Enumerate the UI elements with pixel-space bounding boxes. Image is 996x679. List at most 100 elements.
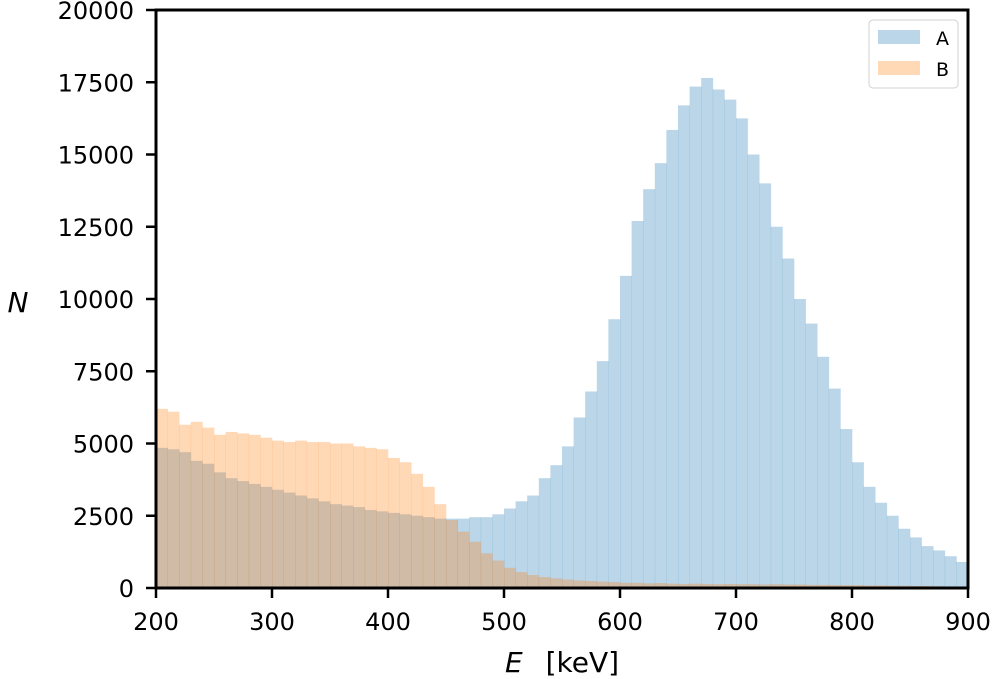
bar-b: [376, 449, 389, 588]
bar-a: [921, 546, 934, 588]
ticks-layer: 200 300 400 500 600 700 800 900 0 2500 5000 7500 100…: [58, 0, 991, 636]
x-tick-label: 400: [365, 608, 411, 636]
bar-b: [469, 541, 482, 588]
y-tick-label: 17500: [58, 69, 134, 97]
bar-a: [701, 77, 714, 589]
bar-a: [886, 515, 899, 588]
bar-b: [701, 583, 714, 588]
bar-a: [573, 417, 586, 588]
bar-b: [794, 584, 806, 588]
bar-b: [399, 462, 412, 588]
y-tick-label: 10000: [58, 286, 134, 314]
bar-a: [353, 507, 366, 588]
x-axis-label: E [keV]: [505, 646, 619, 679]
bar-a: [504, 508, 516, 588]
x-tick-label: 800: [829, 608, 875, 636]
y-tick-label: 15000: [58, 142, 134, 170]
bar-a: [724, 99, 737, 588]
bar-a: [330, 504, 342, 588]
bar-a: [190, 460, 203, 588]
bar-a: [805, 323, 818, 588]
bar-b: [446, 520, 458, 588]
bar-b: [457, 531, 470, 588]
bar-a: [272, 489, 284, 588]
y-axis-label: N: [8, 286, 29, 319]
bar-a: [933, 550, 946, 588]
bar-b: [573, 580, 586, 588]
bar-a: [376, 511, 389, 588]
bar-b: [422, 486, 435, 588]
bar-a: [689, 86, 702, 588]
bar-b: [237, 433, 250, 588]
y-tick-label: 2500: [73, 503, 134, 531]
bar-a: [863, 486, 876, 588]
x-tick-label: 300: [249, 608, 295, 636]
bar-b: [631, 582, 644, 588]
legend-swatch-a: [878, 30, 920, 44]
bar-b: [190, 421, 203, 588]
bar-b: [179, 424, 192, 588]
bar-b: [411, 473, 424, 588]
bars-layer: [156, 77, 969, 589]
y-tick-label: 12500: [58, 214, 134, 242]
bar-b: [538, 577, 551, 588]
bar-a: [631, 220, 644, 588]
y-tick-label: 7500: [73, 358, 134, 386]
bar-a: [179, 452, 192, 588]
bar-b: [283, 442, 296, 588]
bar-b: [295, 440, 308, 588]
bar-a: [214, 472, 226, 588]
bar-a: [898, 528, 911, 588]
bar-a: [422, 517, 435, 588]
x-axis-label-symbol: E: [505, 646, 523, 679]
bar-a: [782, 258, 795, 588]
bar-a: [515, 501, 528, 588]
bar-b: [260, 437, 273, 588]
bar-a: [527, 495, 540, 588]
bar-b: [562, 579, 574, 588]
bar-a: [910, 537, 922, 588]
bar-a: [295, 495, 308, 588]
bar-a: [469, 517, 482, 588]
bar-b: [353, 446, 366, 588]
y-tick-label: 0: [119, 575, 134, 603]
legend-label-a: A: [936, 28, 949, 50]
bar-b: [202, 427, 215, 588]
x-tick-label: 700: [713, 608, 759, 636]
bar-b: [306, 442, 319, 588]
bar-b: [318, 442, 331, 588]
legend: A B: [868, 19, 959, 89]
bar-a: [434, 518, 447, 588]
bar-b: [504, 567, 516, 588]
y-tick-label: 5000: [73, 431, 134, 459]
bar-b: [759, 584, 772, 588]
bar-a: [585, 391, 598, 588]
bar-b: [620, 582, 632, 588]
bar-b: [724, 583, 737, 588]
bar-a: [411, 515, 424, 588]
bar-a: [225, 478, 238, 588]
bar-a: [840, 429, 853, 588]
bar-a: [643, 189, 656, 588]
bar-b: [550, 578, 563, 588]
bar-b: [156, 408, 168, 588]
bar-b: [585, 581, 598, 588]
bar-b: [167, 411, 180, 588]
bar-a: [248, 483, 261, 588]
bar-a: [875, 502, 888, 588]
bar-a: [457, 518, 470, 588]
bar-b: [248, 434, 261, 588]
bar-a: [712, 89, 725, 588]
bar-a: [446, 518, 458, 588]
legend-label-b: B: [936, 59, 949, 81]
bar-a: [399, 514, 412, 588]
bar-b: [782, 584, 795, 588]
bar-b: [364, 447, 377, 588]
bar-b: [805, 584, 818, 588]
bar-a: [480, 517, 493, 588]
bar-b: [666, 583, 679, 588]
bar-b: [736, 584, 748, 588]
bar-a: [341, 505, 354, 588]
bar-b: [515, 572, 528, 588]
